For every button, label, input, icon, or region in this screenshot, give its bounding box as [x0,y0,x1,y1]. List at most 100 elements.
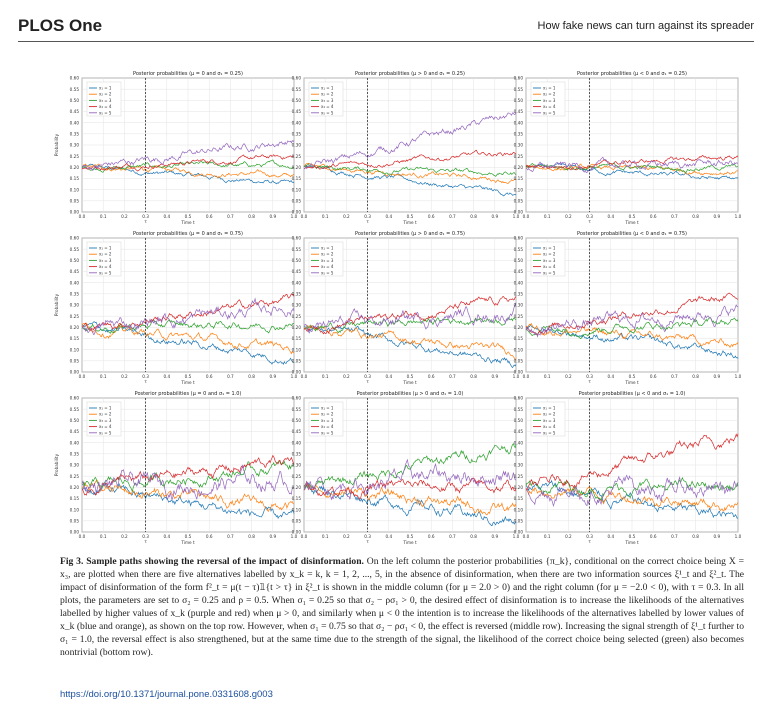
x-tick-label: 0.1 [322,374,329,379]
y-tick-label: 0.60 [70,236,80,241]
series-line [304,149,517,170]
x-tick-label: 0.5 [407,214,414,219]
legend-label: x₁ = 1 [321,406,334,411]
y-tick-label: 0.20 [514,165,524,170]
series-line [525,317,739,340]
x-tick-label: 1.0 [735,534,742,539]
legend-label: x₁ = 1 [99,406,112,411]
legend-label: x₁ = 1 [543,406,556,411]
x-tick-label: 0.9 [269,214,276,219]
legend-label: x₂ = 2 [321,412,334,417]
x-tick-label: 0.1 [100,534,107,539]
journal-name: PLOS One [18,16,103,35]
x-tick-label: 1.0 [735,214,742,219]
x-tick-label: 0.6 [650,534,657,539]
y-axis-label: Probability [54,293,59,316]
series-line [303,162,517,184]
y-tick-label: 0.20 [292,485,302,490]
x-tick-label: 0.4 [607,214,614,219]
y-tick-label: 0.20 [70,485,80,490]
x-tick-label: 0.5 [629,534,636,539]
legend-label: x₁ = 1 [99,246,112,251]
x-tick-label: 0.5 [407,534,414,539]
y-tick-label: 0.20 [292,165,302,170]
legend-label: x₁ = 1 [543,246,556,251]
series-line [303,296,517,335]
y-tick-label: 0.15 [70,496,80,501]
legend-label: x₅ = 5 [99,110,112,115]
y-tick-label: 0.30 [70,143,80,148]
legend-label: x₄ = 4 [321,264,334,269]
x-tick-label: 0.0 [79,214,86,219]
y-tick-label: 0.55 [292,407,302,412]
series-line [525,156,739,174]
y-tick-label: 0.50 [292,258,302,263]
x-tick-label: 0.7 [449,214,456,219]
tau-label: τ [366,219,369,224]
y-tick-label: 0.25 [70,314,80,319]
legend-label: x₂ = 2 [543,412,556,417]
x-tick-label: 0.4 [385,534,392,539]
y-tick-label: 0.10 [70,347,80,352]
x-tick-label: 0.3 [142,534,149,539]
doi-link[interactable]: https://doi.org/10.1371/journal.pone.033… [60,689,273,700]
x-tick-label: 0.6 [650,214,657,219]
legend-label: x₃ = 3 [543,98,556,103]
x-tick-label: 0.3 [364,214,371,219]
legend-label: x₁ = 1 [543,86,556,91]
legend-label: x₂ = 2 [543,92,556,97]
y-tick-label: 0.25 [514,314,524,319]
x-tick-label: 0.9 [713,214,720,219]
x-tick-label: 0.0 [523,534,530,539]
series-line [303,164,517,197]
x-tick-label: 1.0 [291,214,298,219]
y-tick-label: 0.15 [292,176,302,181]
x-tick-label: 0.6 [428,534,435,539]
x-axis-label: Time t [180,540,195,544]
y-tick-label: 0.30 [292,463,302,468]
panel-title: Posterior probabilities (μ < 0 and σ₁ = … [577,71,687,77]
x-tick-label: 0.2 [565,534,572,539]
y-tick-label: 0.35 [70,451,80,456]
series-line [525,479,739,519]
y-tick-label: 0.35 [514,131,524,136]
y-tick-label: 0.50 [514,98,524,103]
x-tick-label: 0.1 [544,534,551,539]
legend-label: x₃ = 3 [543,258,556,263]
y-tick-label: 0.55 [514,407,524,412]
y-tick-label: 0.50 [70,418,80,423]
x-tick-label: 0.8 [248,214,255,219]
x-tick-label: 0.4 [607,534,614,539]
y-tick-label: 0.25 [292,474,302,479]
x-tick-label: 0.4 [163,534,170,539]
x-tick-label: 0.8 [692,214,699,219]
y-tick-label: 0.55 [514,247,524,252]
x-tick-label: 0.5 [629,214,636,219]
legend-label: x₃ = 3 [543,418,556,423]
x-tick-label: 0.2 [343,214,350,219]
x-tick-label: 0.8 [692,534,699,539]
x-tick-label: 0.3 [142,214,149,219]
y-tick-label: 0.55 [70,247,80,252]
legend-label: x₁ = 1 [321,86,334,91]
y-tick-label: 0.40 [292,280,302,285]
y-tick-label: 0.45 [514,269,524,274]
y-tick-label: 0.15 [514,496,524,501]
y-tick-label: 0.20 [514,325,524,330]
y-tick-label: 0.50 [70,98,80,103]
series-line [303,477,517,500]
series-line [81,479,295,512]
y-tick-label: 0.25 [292,314,302,319]
x-tick-label: 0.7 [671,374,678,379]
series-line [303,163,517,177]
x-tick-label: 1.0 [291,374,298,379]
series-line [82,297,295,335]
y-tick-label: 0.50 [514,258,524,263]
y-tick-label: 0.05 [292,198,302,203]
tau-label: τ [144,379,147,384]
y-tick-label: 0.15 [70,336,80,341]
y-tick-label: 0.10 [292,347,302,352]
x-tick-label: 0.8 [248,374,255,379]
y-axis-label: Probability [54,133,59,156]
x-tick-label: 1.0 [291,534,298,539]
